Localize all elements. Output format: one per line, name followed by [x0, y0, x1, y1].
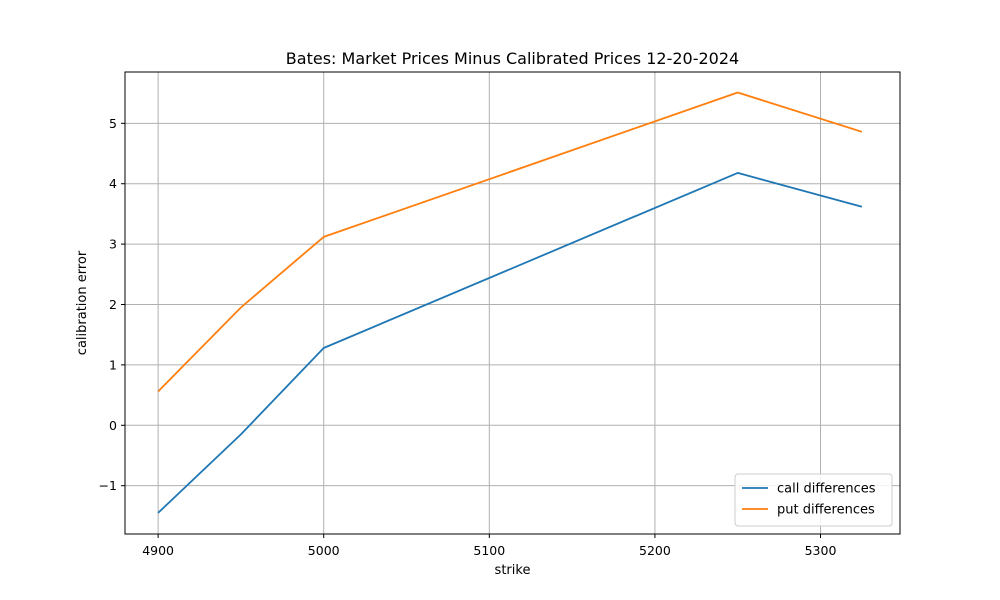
y-tick-label: −1 — [99, 478, 117, 493]
y-tick-label: 4 — [109, 176, 117, 191]
x-axis-ticks: 4900 5000 5100 5200 5300 — [142, 534, 836, 558]
legend-box — [734, 473, 893, 527]
x-tick-label: 5300 — [805, 543, 837, 558]
legend: call differences put differences — [734, 473, 893, 527]
legend-label: call differences — [777, 482, 876, 497]
y-tick-label: 5 — [109, 116, 117, 131]
plot-frame — [124, 71, 901, 535]
x-axis-label: strike — [495, 563, 531, 578]
x-tick-label: 5100 — [473, 543, 505, 558]
y-axis-label: calibration error — [75, 250, 90, 355]
x-tick-label: 5200 — [639, 543, 671, 558]
series-line-1 — [157, 91, 863, 393]
x-tick-label: 5000 — [308, 543, 340, 558]
y-axis-ticks: −1 0 1 2 3 4 5 — [99, 116, 125, 493]
x-tick-label: 4900 — [142, 543, 174, 558]
y-tick-label: 2 — [109, 297, 117, 312]
y-tick-label: 1 — [109, 357, 117, 372]
grid — [125, 72, 900, 534]
series-line-0 — [157, 171, 863, 514]
legend-label: put differences — [777, 503, 875, 518]
chart-title: Bates: Market Prices Minus Calibrated Pr… — [286, 49, 739, 68]
y-tick-label: 3 — [109, 237, 117, 252]
series-layer — [157, 91, 863, 514]
y-tick-label: 0 — [109, 418, 117, 433]
